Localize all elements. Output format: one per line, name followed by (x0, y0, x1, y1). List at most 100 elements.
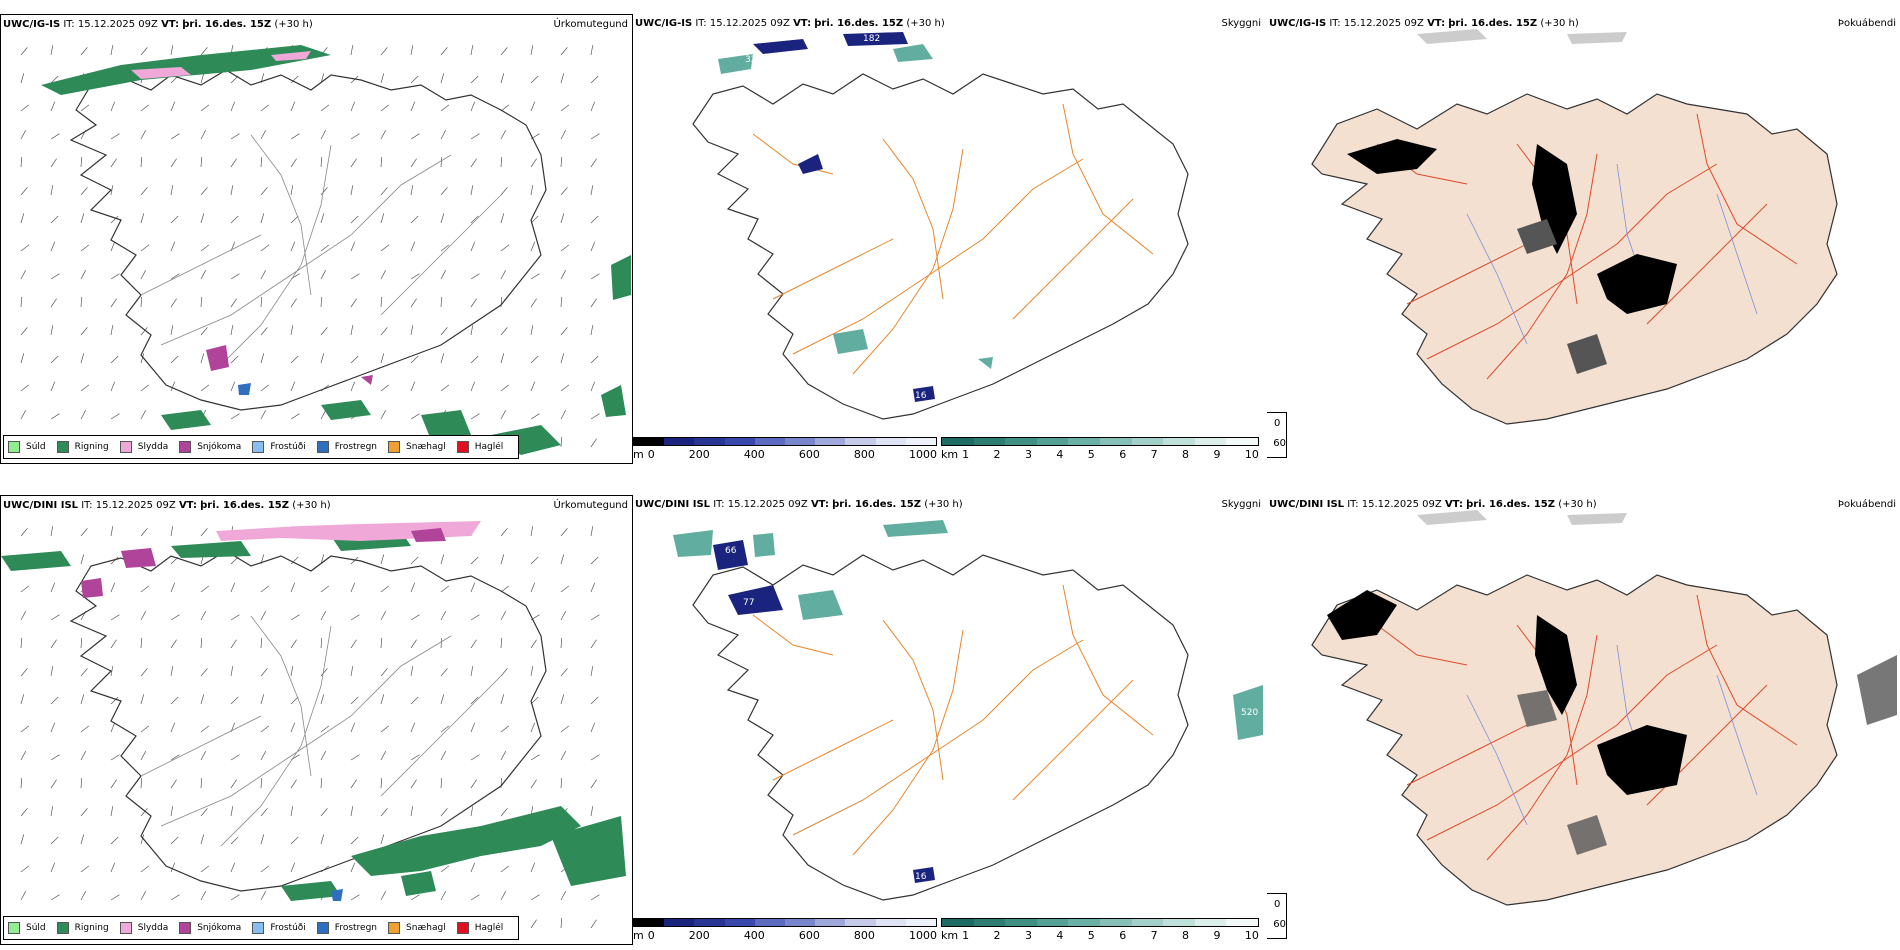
wind-barb (80, 213, 85, 224)
wind-barb (290, 325, 294, 336)
freezing-rain-area (331, 889, 343, 901)
wind-barb (500, 73, 505, 84)
wind-barb (260, 668, 268, 677)
wind-barb (50, 666, 54, 677)
wind-barb (80, 725, 90, 733)
wind-barb (170, 185, 174, 196)
wind-barb (470, 158, 477, 168)
wind-barb (80, 668, 88, 677)
wind-barb (290, 614, 300, 621)
wind-barb (500, 244, 510, 252)
scale-tick-label: 8 (1182, 448, 1190, 461)
wind-barb (140, 725, 150, 733)
scale-segment (1068, 438, 1100, 445)
wind-barb (590, 215, 599, 224)
wind-barb (50, 133, 60, 140)
wind-barb (530, 241, 536, 252)
scale-segment (845, 919, 876, 926)
wind-barb (110, 639, 117, 649)
wind-barb (590, 241, 596, 252)
wind-barb (560, 891, 567, 901)
wind-barb (380, 353, 385, 364)
wind-barb (260, 410, 267, 420)
fog-legend-row: 60 (1267, 914, 1286, 934)
legend-swatch (456, 922, 469, 934)
scale-segment (1194, 438, 1227, 445)
wind-barb (590, 754, 600, 761)
wind-barb (50, 75, 59, 84)
wind-barb (530, 215, 539, 224)
wind-barb (110, 556, 119, 565)
wind-barb (320, 751, 327, 761)
wind-barb (200, 244, 210, 252)
wind-barb (500, 130, 507, 140)
scale-segment (1131, 438, 1164, 445)
wind-barb (470, 185, 474, 196)
wind-barb (50, 215, 59, 224)
wind-barb (560, 528, 568, 537)
wind-barb (170, 754, 180, 761)
wind-barb (200, 725, 210, 733)
scale-segment (1131, 919, 1164, 926)
scale-tick-label: 9 (1213, 448, 1221, 461)
wind-barb (230, 215, 239, 224)
wind-barb (350, 133, 360, 140)
scale-segment (875, 438, 906, 445)
wind-barb (410, 185, 414, 196)
scale-segment (754, 438, 786, 445)
scale-segment (664, 438, 695, 445)
wind-barb (50, 722, 56, 733)
wind-barb (320, 637, 323, 649)
wind-barb (140, 270, 147, 280)
wind-barb (200, 270, 207, 280)
wind-barb (20, 528, 28, 537)
wind-barb (590, 158, 597, 168)
scale-tick-label: 7 (1150, 929, 1158, 942)
scale-segment (1226, 919, 1258, 926)
panel-header: UWC/IG-IS IT: 15.12.2025 09Z VT: þri. 16… (635, 18, 945, 29)
wind-barb (20, 270, 27, 280)
scale-segment (754, 919, 786, 926)
wind-barb (170, 325, 174, 336)
wind-barb (590, 779, 597, 789)
wind-barb (260, 384, 270, 392)
wind-barb (560, 611, 567, 621)
wind-barb (410, 696, 419, 705)
wind-barb (500, 891, 507, 901)
wind-barb (200, 156, 203, 168)
scale-tick-label: 8 (1182, 929, 1190, 942)
legend-item: Slydda (119, 441, 168, 453)
wind-barb (20, 104, 30, 112)
wind-barb (500, 668, 508, 677)
wind-barb (470, 215, 479, 224)
scale-segment (1099, 919, 1132, 926)
scale-tick-label: 400 (743, 448, 765, 461)
wind-barb (500, 725, 510, 733)
wind-barb (380, 156, 383, 168)
wind-barb (20, 891, 27, 901)
wind-barb (560, 410, 567, 420)
wind-barb (200, 865, 210, 873)
wind-barb (440, 104, 450, 112)
snow-area (81, 528, 446, 598)
wind-barb (290, 413, 300, 420)
fog-light (1417, 510, 1627, 525)
wind-barb (110, 241, 116, 252)
wind-barb (170, 696, 179, 705)
wind-barb (170, 355, 179, 364)
scale-unit: m (633, 448, 644, 461)
wind-barb (230, 582, 236, 593)
wind-barb (230, 101, 236, 112)
wind-barb (350, 381, 356, 392)
wind-barb (440, 156, 443, 168)
wind-barb (80, 353, 85, 364)
scale-segment (1005, 919, 1037, 926)
wind-barb (110, 526, 114, 537)
legend-label: Snjókoma (197, 923, 242, 933)
wind-barb (350, 754, 360, 761)
wind-barb (290, 133, 300, 140)
legend-item: Frostregn (316, 922, 377, 934)
wind-barb (20, 637, 23, 649)
wind-barb (290, 158, 297, 168)
roads (752, 584, 1154, 856)
